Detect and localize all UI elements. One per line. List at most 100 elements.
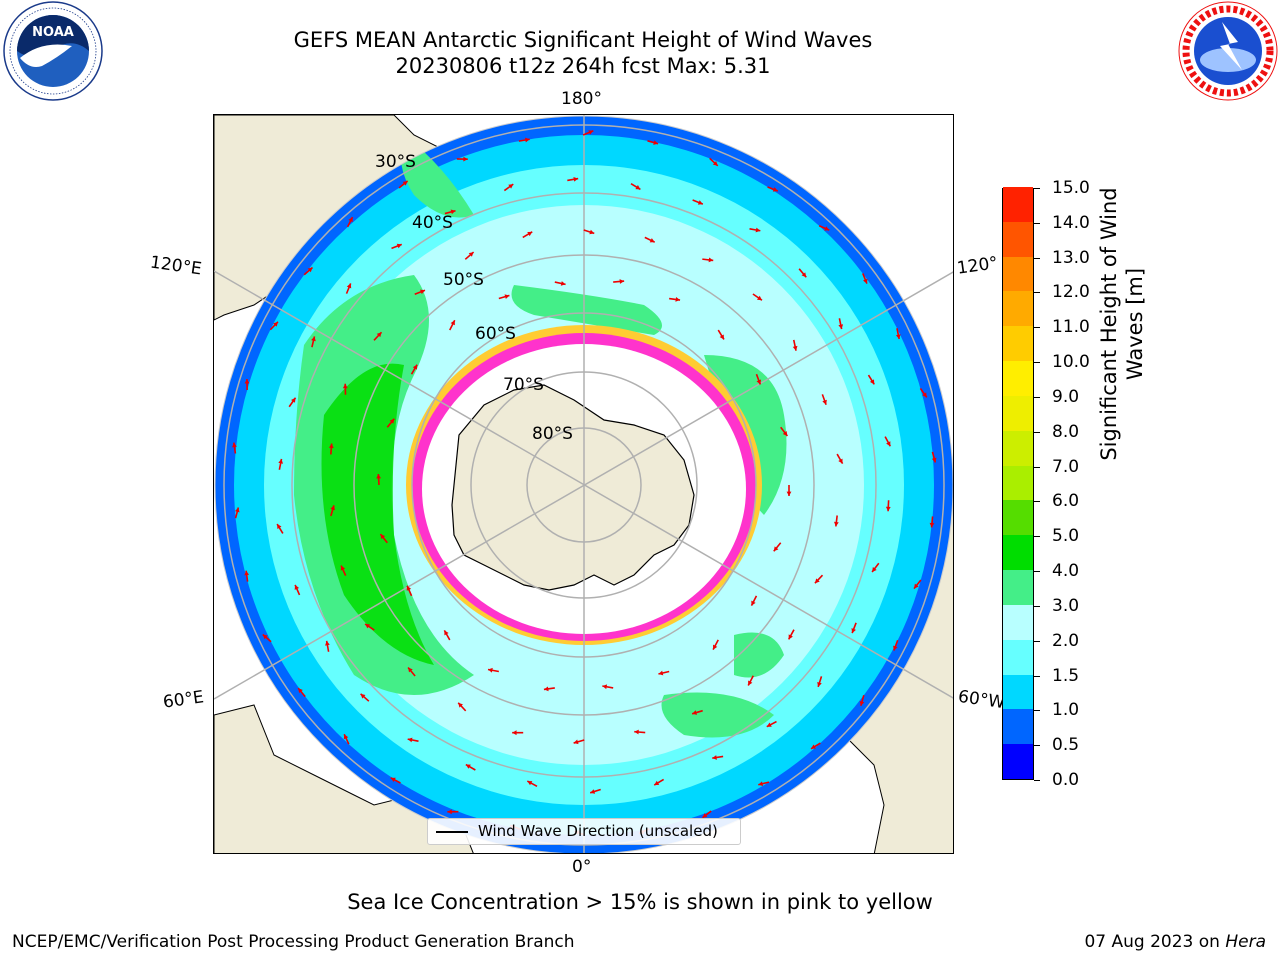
colorbar-tick — [1034, 745, 1040, 747]
sea-ice-note: Sea Ice Concentration > 15% is shown in … — [347, 890, 933, 914]
colorbar-segment — [1003, 604, 1033, 640]
colorbar-tick — [1034, 396, 1040, 398]
wave-direction-arrowhead — [692, 710, 698, 715]
colorbar-segment — [1003, 430, 1033, 466]
colorbar-segment — [1003, 674, 1033, 710]
wave-direction-arrowhead — [311, 336, 316, 342]
wave-direction-arrowhead — [702, 813, 708, 818]
wave-direction-arrowhead — [325, 640, 330, 646]
colorbar-segment — [1003, 535, 1033, 571]
colorbar-tick — [1034, 222, 1040, 224]
wave-direction-arrowhead — [508, 184, 514, 189]
wind-wave-arrows — [232, 129, 937, 836]
colorbar-tick-label: 9.0 — [1052, 386, 1080, 407]
wave-direction-arrowhead — [342, 383, 348, 389]
colorbar-tick-label: 7.0 — [1052, 456, 1080, 477]
wave-direction-arrowhead — [811, 744, 816, 749]
lon-label-120e: 120°E — [148, 252, 203, 280]
colorbar-tick — [1034, 292, 1040, 294]
wave-direction-arrowhead — [444, 630, 449, 636]
wave-direction-arrowhead — [792, 345, 798, 351]
colorbar-tick-label: 3.0 — [1052, 595, 1080, 616]
wave-direction-arrowhead — [468, 252, 474, 257]
colorbar-tick — [1034, 640, 1040, 642]
wave-direction-arrowhead — [408, 667, 413, 673]
map-subtitle: 20230806 t12z 264h fcst Max: 5.31 — [395, 54, 771, 78]
wave-direction-arrowhead — [573, 176, 579, 182]
wave-direction-arrowhead — [420, 289, 425, 295]
wave-direction-arrowhead — [833, 521, 839, 527]
wave-direction-arrowhead — [757, 295, 762, 301]
wave-direction-arrowhead — [273, 321, 278, 327]
colorbar-segment — [1003, 291, 1033, 327]
wave-direction-arrowhead — [589, 229, 595, 235]
colorbar-tick-label: 11.0 — [1052, 317, 1090, 338]
wave-direction-arrowhead — [590, 789, 596, 794]
wave-direction-arrowhead — [262, 634, 268, 640]
wave-direction-arrowhead — [524, 137, 530, 143]
colorbar-tick-label: 5.0 — [1052, 526, 1080, 547]
map-legend: Wind Wave Direction (unscaled) — [427, 818, 741, 845]
wave-direction-arrowhead — [872, 567, 877, 572]
wave-direction-arrowhead — [635, 185, 641, 190]
footer-date-text: 07 Aug 2023 on — [1084, 932, 1220, 952]
colorbar-tick — [1034, 536, 1040, 538]
wave-direction-arrowhead — [851, 628, 856, 634]
colorbar-tick-label: 15.0 — [1052, 178, 1090, 198]
wave-direction-arrowhead — [277, 524, 282, 530]
wave-direction-arrowhead — [801, 272, 807, 278]
wave-direction-arrowhead — [756, 379, 762, 385]
wave-direction-arrowhead — [543, 686, 549, 692]
colorbar-tick-label: 0.5 — [1052, 735, 1080, 756]
wave-direction-arrowhead — [447, 809, 452, 815]
wave-direction-arrowhead — [463, 156, 468, 162]
svg-text:NOAA: NOAA — [32, 25, 74, 40]
wave-direction-arrowhead — [886, 441, 891, 447]
colorbar-tick — [1034, 327, 1040, 329]
wave-direction-arrowhead — [232, 442, 237, 448]
wave-direction-arrowhead — [838, 458, 843, 464]
colorbar-tick — [1034, 257, 1040, 259]
colorbar-segment — [1003, 500, 1033, 536]
wave-direction-arrowhead — [588, 130, 594, 135]
lon-label-120w: 120° — [955, 253, 1000, 279]
lon-label-60e: 60°E — [161, 687, 206, 713]
wave-direction-arrowhead — [634, 729, 639, 735]
wave-direction-arrowhead — [340, 565, 346, 571]
wave-direction-arrowhead — [527, 781, 533, 786]
colorbar-segment — [1003, 395, 1033, 431]
colorbar-segment — [1003, 221, 1033, 257]
wave-direction-arrowhead — [931, 457, 937, 463]
lon-label-60w: 60°W — [956, 686, 1007, 714]
colorbar-tick — [1034, 710, 1040, 712]
wave-direction-arrowhead — [708, 257, 714, 263]
colorbar-title-line2: Waves [m] — [1123, 267, 1147, 381]
wave-direction-arrowhead — [859, 700, 865, 706]
wave-direction-arrowhead — [504, 294, 510, 299]
wave-direction-arrowhead — [719, 334, 724, 340]
wave-direction-arrowhead — [450, 320, 455, 326]
wave-direction-arrowhead — [458, 702, 463, 708]
noaa-logo: NOAA — [3, 1, 103, 101]
colorbar-segment — [1003, 326, 1033, 362]
wave-direction-arrowhead — [755, 227, 761, 233]
wave-direction-arrowhead — [365, 623, 371, 629]
wave-direction-arrowhead — [348, 217, 353, 223]
wave-direction-arrowhead — [748, 680, 753, 686]
wave-direction-arrowhead — [380, 534, 386, 540]
colorbar-tick — [1034, 431, 1040, 433]
footer-host: Hera — [1225, 932, 1266, 952]
wave-direction-arrowhead — [914, 583, 919, 589]
colorbar-tick-label: 0.0 — [1052, 770, 1080, 790]
lon-label-0: 0° — [572, 857, 592, 877]
lat-label-50s: 50°S — [443, 270, 484, 290]
wave-direction-arrowhead — [758, 781, 764, 787]
graticule — [214, 115, 953, 853]
colorbar-segment — [1003, 709, 1033, 745]
colorbar-title-line1: Significant Height of Wind — [1097, 187, 1121, 461]
footer-credit: NCEP/EMC/Verification Post Processing Pr… — [12, 932, 575, 952]
map-title: GEFS MEAN Antarctic Significant Height o… — [293, 28, 873, 52]
wave-direction-arrowhead — [922, 392, 927, 398]
colorbar-tick-label: 1.0 — [1052, 700, 1080, 721]
wave-direction-arrowhead — [278, 458, 284, 464]
